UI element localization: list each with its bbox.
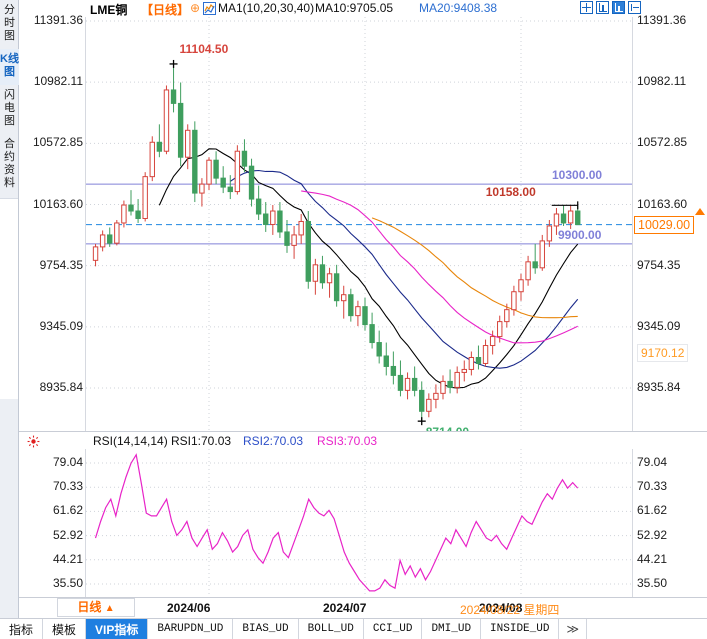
current-price-arrow-icon <box>695 207 705 215</box>
sidebar-item-flash-label: 闪电图 <box>4 89 15 127</box>
sidebar-item-timeshare[interactable]: 分时图 <box>0 0 19 49</box>
bottom-tab-boll_ud[interactable]: BOLL_UD <box>299 619 364 639</box>
ma-indicator-icon[interactable] <box>203 2 216 20</box>
ma-value-tag: 9170.12 <box>637 343 689 362</box>
price-tick-left: 10982.11 <box>33 74 83 89</box>
rsi-tick-left: 35.50 <box>52 576 83 590</box>
bottom-tab-overflow-area <box>587 619 707 639</box>
high-price-label: 11104.50 <box>179 41 229 56</box>
bottom-tab-[interactable]: 模板 <box>43 619 87 639</box>
rsi-tick-right: 70.33 <box>637 479 668 494</box>
rsi-tick-left: 79.04 <box>52 455 83 469</box>
bottom-tab-barupdn_ud[interactable]: BARUPDN_UD <box>148 619 234 639</box>
ma-params-label: MA1(10,20,30,40) <box>218 1 315 15</box>
price-axis-right[interactable]: 11391.36 10982.11 10572.85 10163.60 9754.35 9… <box>633 13 707 431</box>
sidebar-item-contract-info-label: 合约资料 <box>4 138 15 189</box>
period-button[interactable]: 日线 ▲ <box>57 598 135 617</box>
left-sidebar: 分时图 K线图 闪电图 合约资料 <box>0 0 19 617</box>
ma10-value: MA10:9705.05 <box>315 1 394 15</box>
period-up-arrow-icon: ▲ <box>104 603 115 614</box>
rsi-panel: RSI(14,14,14) RSI1:70.03 RSI2:70.03 RSI3… <box>19 431 707 598</box>
candlestick-svg <box>86 17 632 431</box>
price-tick-right: 9345.09 <box>637 318 681 333</box>
bottom-tab-vip[interactable]: VIP指标 <box>86 619 149 639</box>
bottom-tab-bias_ud[interactable]: BIAS_UD <box>233 619 299 639</box>
crosshair-move-icon[interactable] <box>580 1 593 14</box>
rsi2-value: RSI2:70.03 <box>243 434 304 448</box>
price-tick-right: 10982.11 <box>637 74 687 89</box>
rsi-tick-left: 44.21 <box>52 551 83 566</box>
price-tick-left: 9345.09 <box>39 318 83 333</box>
price-plot-area[interactable]: 11104.50 8714.00 10158.00 10300.00 9900.00 <box>85 17 633 431</box>
time-tick-2: 2024/08 <box>479 601 523 615</box>
price-tick-left: 10163.60 <box>32 196 83 211</box>
sidebar-item-flash[interactable]: 闪电图 <box>0 85 19 134</box>
sidebar-item-kline-label: K线图 <box>0 53 19 78</box>
symbol-name: LME铜 <box>90 3 128 17</box>
rsi-tick-right: 79.04 <box>637 455 668 469</box>
bottom-tab-[interactable]: 指标 <box>0 619 44 639</box>
axis-lock-icon[interactable] <box>612 1 625 14</box>
price-tick-left: 9754.35 <box>39 257 83 272</box>
sidebar-empty-area <box>0 198 18 399</box>
low-price-label: 8714.00 <box>426 425 469 431</box>
bottom-tab-bar: 指标 模板 VIP指标 BARUPDN_UD BIAS_UD BOLL_UD CCI_UD D… <box>0 618 707 639</box>
rsi-plot-area[interactable] <box>85 449 633 598</box>
bottom-tab-inside_ud[interactable]: INSIDE_UD <box>481 619 560 639</box>
axis-scale-icon[interactable] <box>596 1 609 14</box>
price-chart-panel: 11391.36 10982.11 10572.85 10163.60 9754.35 9… <box>19 13 707 431</box>
bottom-tab-[interactable]: ≫ <box>559 619 588 639</box>
price-tick-left: 10572.85 <box>32 135 83 150</box>
time-tick-0: 2024/06 <box>167 601 211 615</box>
price-tick-left: 11391.36 <box>33 13 83 27</box>
bottom-tab-dmi_ud[interactable]: DMI_UD <box>422 619 482 639</box>
rsi-tick-left: 52.92 <box>52 527 83 542</box>
chart-main-area: LME铜 【日线】 ⊕ MA1(10,20,30,40) MA10:9705.0… <box>19 0 707 617</box>
indicator-settings-icon[interactable] <box>27 435 40 448</box>
rsi-tick-left: 61.62 <box>52 503 83 518</box>
price-tick-right: 8935.84 <box>637 380 681 394</box>
period-button-label: 日线 <box>77 600 102 614</box>
rsi-axis-right: 79.04 70.33 61.62 52.92 44.21 35.50 <box>633 449 707 598</box>
price-tick-right: 10572.85 <box>637 135 688 150</box>
sidebar-item-contract-info[interactable]: 合约资料 <box>0 134 19 196</box>
period-row: 日线 ▲ <box>19 598 707 618</box>
lower-line-label: 9900.00 <box>558 227 602 242</box>
rsi-line-svg <box>86 449 632 598</box>
rsi-tick-right: 44.21 <box>637 551 668 566</box>
time-axis: 2024/06 2024/07 2024/08 2024/08/22 星期四 <box>19 597 707 618</box>
upper-line-label: 10300.00 <box>552 168 603 183</box>
price-tick-right: 11391.36 <box>637 13 687 27</box>
cursor-date-label: 2024/08/22 星期四 <box>460 603 560 617</box>
rsi1-value: RSI1:70.03 <box>171 434 232 448</box>
price-axis-left[interactable]: 11391.36 10982.11 10572.85 10163.60 9754.35 9… <box>19 13 83 431</box>
exit-icon[interactable] <box>628 1 641 14</box>
crosshair-target-icon[interactable]: ⊕ <box>190 1 201 15</box>
period-label: 【日线】 <box>141 3 190 17</box>
sidebar-item-kline[interactable]: K线图 <box>0 49 19 85</box>
rsi-tick-right: 35.50 <box>637 576 668 590</box>
ma20-value: MA20:9408.38 <box>419 1 498 15</box>
current-price-tag[interactable]: 10029.00 <box>634 215 695 234</box>
price-tick-right: 10163.60 <box>637 196 688 211</box>
bottom-tab-cci_ud[interactable]: CCI_UD <box>364 619 423 639</box>
rsi-tick-right: 61.62 <box>637 503 668 518</box>
price-tick-left: 8935.84 <box>39 380 83 394</box>
last-price-label: 10158.00 <box>485 185 536 200</box>
chart-toolbar <box>580 1 641 14</box>
chart-info-bar: LME铜 【日线】 ⊕ MA1(10,20,30,40) MA10:9705.0… <box>19 0 707 17</box>
time-tick-1: 2024/07 <box>323 601 367 615</box>
rsi-tick-right: 52.92 <box>637 527 668 542</box>
rsi-tick-left: 70.33 <box>52 479 83 494</box>
rsi-axis-left: 79.04 70.33 61.62 52.92 44.21 35.50 <box>19 449 83 598</box>
sidebar-item-timeshare-label: 分时图 <box>4 4 15 42</box>
price-tick-right: 9754.35 <box>637 257 681 272</box>
rsi-header: RSI(14,14,14) RSI1:70.03 RSI2:70.03 RSI3… <box>19 433 707 449</box>
rsi-title: RSI(14,14,14) <box>93 434 168 448</box>
rsi3-value: RSI3:70.03 <box>317 434 378 448</box>
